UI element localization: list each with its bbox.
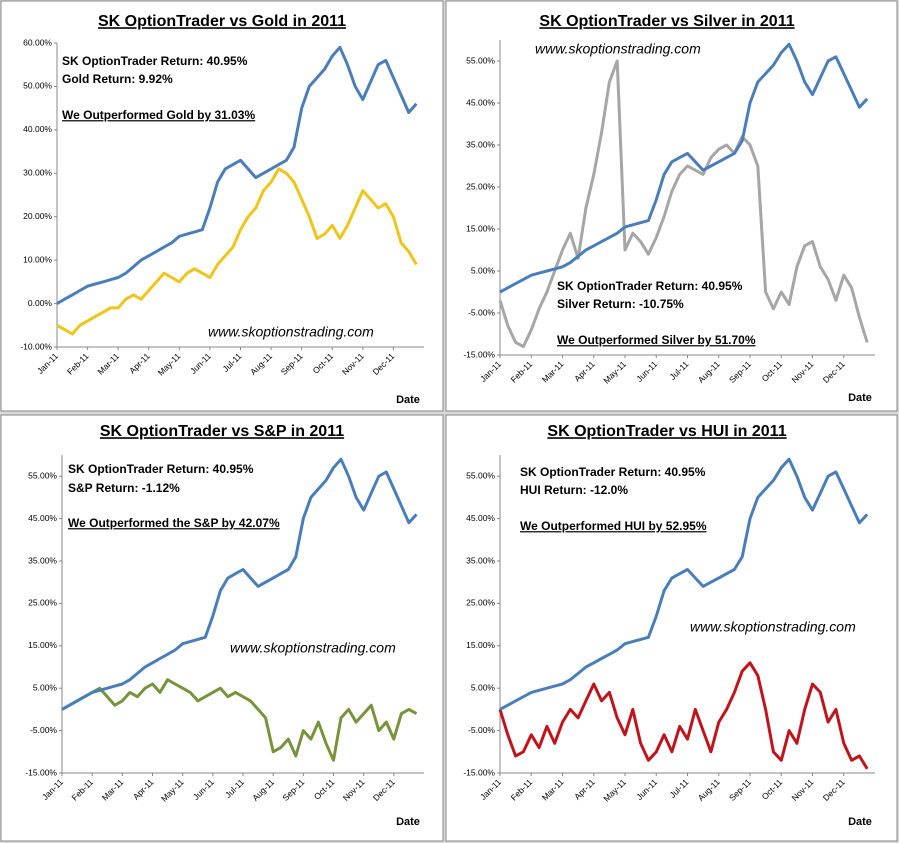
annotation: Silver Return: -10.75%	[557, 297, 684, 311]
watermark: www.skoptionstrading.com	[208, 324, 374, 340]
y-tick-label: 5.00%	[471, 682, 496, 692]
y-tick-label: -5.00%	[30, 725, 57, 735]
y-tick-label: -15.00%	[25, 767, 57, 777]
y-tick-label: 45.00%	[28, 513, 57, 523]
y-tick-label: 25.00%	[466, 181, 495, 191]
y-tick-label: -5.00%	[468, 725, 495, 735]
y-tick-label: 15.00%	[466, 223, 495, 233]
series-line	[61, 457, 418, 711]
y-tick-label: -5.00%	[468, 307, 495, 317]
panel	[445, 0, 898, 412]
y-tick-label: 25.00%	[466, 598, 495, 608]
annotation: We Outperformed Silver by 51.70%	[557, 333, 756, 347]
y-tick-label: 45.00%	[466, 513, 495, 523]
annotation: SK OptionTrader Return: 40.95%	[557, 279, 743, 293]
y-tick-label: 0.00%	[28, 298, 53, 308]
y-tick-label: 15.00%	[28, 640, 57, 650]
y-tick-label: 40.00%	[23, 124, 52, 134]
annotation: SK OptionTrader Return: 40.95%	[68, 462, 254, 476]
series-line	[498, 59, 869, 349]
y-tick-label: -10.00%	[20, 341, 52, 351]
y-tick-label: 25.00%	[28, 598, 57, 608]
y-tick-label: 50.00%	[23, 81, 52, 91]
y-tick-label: 5.00%	[471, 265, 496, 275]
y-tick-label: 55.00%	[466, 55, 495, 65]
watermark: www.skoptionstrading.com	[690, 619, 856, 635]
panel	[0, 0, 444, 412]
y-tick-label: 35.00%	[466, 555, 495, 565]
y-tick-label: 10.00%	[23, 254, 52, 264]
annotation: We Outperformed Gold by 31.03%	[62, 108, 255, 122]
series-line	[61, 678, 418, 762]
series-line	[499, 457, 869, 711]
y-tick-label: 5.00%	[33, 682, 58, 692]
y-tick-label: -15.00%	[463, 767, 495, 777]
chart-title: SK OptionTrader vs Gold in 2011	[98, 13, 346, 30]
y-tick-label: 15.00%	[466, 640, 495, 650]
annotation: SK OptionTrader Return: 40.95%	[520, 465, 706, 479]
panel	[0, 414, 444, 842]
y-tick-label: 45.00%	[466, 97, 495, 107]
y-tick-label: 55.00%	[28, 470, 57, 480]
series-line	[499, 42, 869, 294]
y-tick-label: 20.00%	[23, 211, 52, 221]
annotation: S&P Return: -1.12%	[68, 481, 180, 495]
chart-title: SK OptionTrader vs Silver in 2011	[539, 13, 794, 30]
y-tick-label: 35.00%	[466, 139, 495, 149]
y-tick-label: 60.00%	[23, 37, 52, 47]
chart-title: SK OptionTrader vs S&P in 2011	[100, 423, 344, 440]
annotation: We Outperformed HUI by 52.95%	[520, 519, 707, 533]
annotation: We Outperformed the S&P by 42.07%	[68, 516, 280, 530]
x-axis-label: Date	[848, 816, 872, 828]
annotation: Gold Return: 9.92%	[62, 72, 173, 86]
series-line	[498, 661, 869, 770]
y-tick-label: 35.00%	[28, 555, 57, 565]
x-axis-label: Date	[396, 394, 420, 406]
y-tick-label: -15.00%	[463, 349, 495, 359]
y-tick-label: 55.00%	[466, 470, 495, 480]
chart-title: SK OptionTrader vs HUI in 2011	[547, 423, 786, 440]
annotation: HUI Return: -12.0%	[520, 483, 628, 497]
y-tick-label: 30.00%	[23, 168, 52, 178]
watermark: www.skoptionstrading.com	[230, 640, 396, 656]
series-line	[56, 45, 418, 305]
annotation: SK OptionTrader Return: 40.95%	[62, 54, 248, 68]
watermark: www.skoptionstrading.com	[535, 41, 701, 57]
series-line	[56, 167, 418, 336]
x-axis-label: Date	[848, 392, 872, 404]
panel	[445, 414, 898, 842]
x-axis-label: Date	[396, 816, 420, 828]
